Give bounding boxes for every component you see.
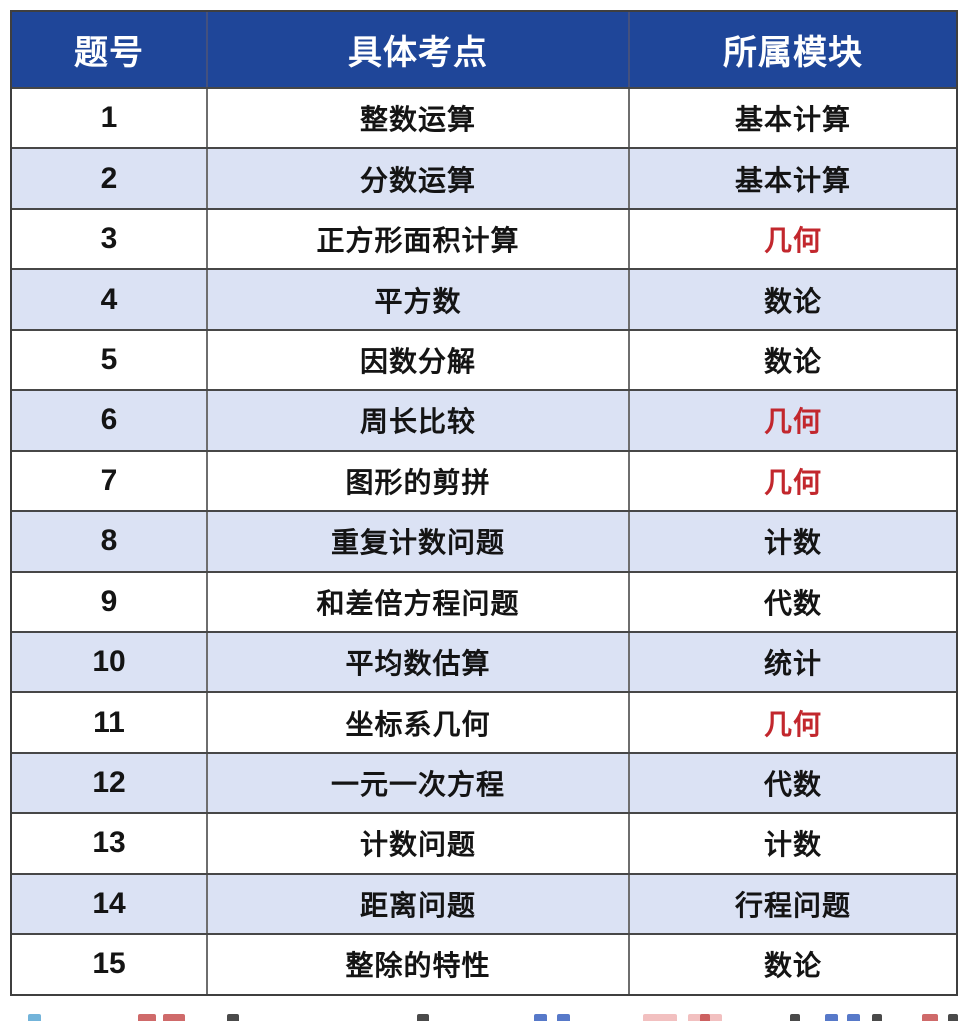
cutoff-text-fragment [790, 1014, 800, 1021]
module-cell: 几何 [628, 391, 956, 450]
topic-cell: 一元一次方程 [206, 753, 628, 813]
question-number-cell: 8 [100, 524, 118, 558]
topic-cell: 整除的特性 [206, 935, 628, 994]
table-row: 9 和差倍方程问题 代数 [12, 570, 956, 631]
question-number-cell: 6 [100, 403, 118, 437]
question-number-cell: 13 [92, 826, 126, 860]
topic-cell: 平方数 [206, 270, 628, 329]
table-row: 15 整除的特性 数论 [12, 933, 956, 994]
table-row: 14 距离问题 行程问题 [12, 872, 956, 934]
cutoff-text-fragment [557, 1014, 570, 1021]
cutoff-text-fragment [847, 1014, 860, 1021]
question-number-cell: 3 [100, 222, 118, 256]
table-header-row: 题号 具体考点 所属模块 [12, 12, 956, 87]
header-module: 所属模块 [628, 12, 956, 87]
cutoff-text-fragment [872, 1014, 882, 1021]
header-specific-topic: 具体考点 [206, 12, 628, 87]
table-row: 5 因数分解 数论 [12, 328, 956, 390]
question-number-cell: 4 [100, 282, 118, 316]
table-row: 10 平均数估算 统计 [12, 630, 956, 692]
module-cell: 基本计算 [628, 89, 956, 148]
table-row: 1 整数运算 基本计算 [12, 87, 956, 148]
cut-off-caption-fragments [0, 1012, 969, 1021]
question-number-cell: 10 [92, 645, 126, 679]
topic-cell: 计数问题 [206, 814, 628, 873]
question-number-cell: 1 [100, 101, 118, 135]
module-cell: 数论 [628, 270, 956, 329]
module-cell: 统计 [628, 632, 956, 692]
topic-cell: 图形的剪拼 [206, 451, 628, 511]
topic-cell: 正方形面积计算 [206, 209, 628, 269]
module-cell: 几何 [628, 209, 956, 269]
cutoff-text-fragment [227, 1014, 239, 1021]
question-number-cell: 7 [100, 463, 118, 497]
question-number-cell: 9 [100, 584, 118, 618]
header-question-number: 题号 [74, 34, 144, 72]
table-row: 6 周长比较 几何 [12, 389, 956, 450]
topic-cell: 坐标系几何 [206, 693, 628, 752]
cutoff-text-fragment [643, 1014, 677, 1021]
module-cell: 行程问题 [628, 874, 956, 934]
cutoff-text-fragment [163, 1014, 185, 1021]
topic-cell: 重复计数问题 [206, 512, 628, 571]
exam-question-table: 题号 具体考点 所属模块 1 整数运算 基本计算 2 分数运算 基本计算 3 正方形面积计算几… [10, 10, 958, 996]
cutoff-text-fragment [922, 1014, 938, 1021]
cutoff-text-fragment [700, 1014, 710, 1021]
module-cell: 几何 [628, 451, 956, 511]
module-cell: 数论 [628, 330, 956, 390]
module-cell: 代数 [628, 753, 956, 813]
table-row: 12 一元一次方程 代数 [12, 751, 956, 813]
table-row: 3 正方形面积计算 几何 [12, 207, 956, 269]
table-row: 2 分数运算 基本计算 [12, 147, 956, 208]
question-number-cell: 2 [100, 161, 118, 195]
topic-cell: 和差倍方程问题 [206, 572, 628, 631]
cutoff-text-fragment [417, 1014, 429, 1021]
topic-cell: 分数运算 [206, 149, 628, 208]
cutoff-text-fragment [534, 1014, 547, 1021]
table-row: 11 坐标系几何 几何 [12, 691, 956, 752]
module-cell: 代数 [628, 572, 956, 631]
module-cell: 数论 [628, 935, 956, 994]
topic-cell: 整数运算 [206, 89, 628, 148]
topic-cell: 平均数估算 [206, 632, 628, 692]
cutoff-text-fragment [28, 1014, 41, 1021]
cutoff-text-fragment [948, 1014, 958, 1021]
question-number-cell: 14 [92, 886, 126, 920]
question-number-cell: 11 [93, 705, 125, 739]
topic-cell: 距离问题 [206, 874, 628, 934]
table-row: 8 重复计数问题 计数 [12, 510, 956, 571]
question-number-cell: 5 [100, 342, 118, 376]
cutoff-text-fragment [138, 1014, 156, 1021]
question-number-cell: 15 [92, 947, 126, 981]
module-cell: 基本计算 [628, 149, 956, 208]
module-cell: 几何 [628, 693, 956, 752]
topic-cell: 周长比较 [206, 391, 628, 450]
cutoff-text-fragment [825, 1014, 838, 1021]
module-cell: 计数 [628, 814, 956, 873]
table-row: 13 计数问题 计数 [12, 812, 956, 873]
table-body: 1 整数运算 基本计算 2 分数运算 基本计算 3 正方形面积计算 几何 4 平方数 数论 5 因数分解数… [12, 87, 956, 994]
module-cell: 计数 [628, 512, 956, 571]
table-row: 4 平方数 数论 [12, 268, 956, 329]
table-row: 7 图形的剪拼 几何 [12, 449, 956, 511]
question-number-cell: 12 [92, 766, 126, 800]
topic-cell: 因数分解 [206, 330, 628, 390]
